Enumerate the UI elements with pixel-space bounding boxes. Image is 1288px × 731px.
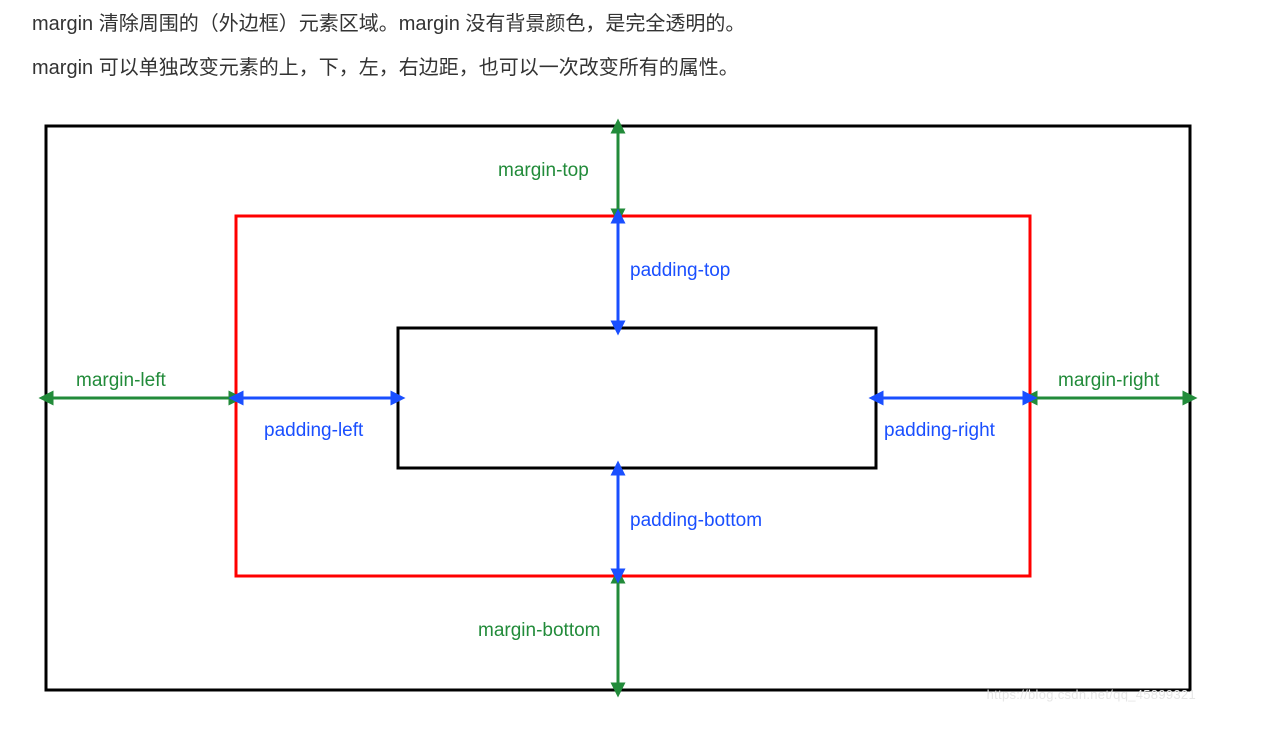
margin-top-label: margin-top [498,160,589,181]
padding-bottom-label: padding-bottom [630,510,762,531]
description-line: margin 清除周围的（外边框）元素区域。margin 没有背景颜色，是完全透… [32,2,1288,46]
diagram-svg: margin-top margin-bottom margin-left margin… [28,108,1208,708]
padding-right-label: padding-right [884,420,996,441]
box-model-diagram: margin-top margin-bottom margin-left margin… [28,108,1208,708]
description-line: margin 可以单独改变元素的上，下，左，右边距，也可以一次改变所有的属性。 [32,46,1288,90]
margin-left-label: margin-left [76,370,166,391]
padding-left-label: padding-left [264,420,364,441]
margin-right-label: margin-right [1058,370,1160,391]
watermark-text: https://blog.csdn.net/qq_45899321 [987,687,1196,702]
margin-bottom-label: margin-bottom [478,620,601,641]
description-block: margin 清除周围的（外边框）元素区域。margin 没有背景颜色，是完全透… [0,0,1288,108]
padding-top-label: padding-top [630,260,730,281]
